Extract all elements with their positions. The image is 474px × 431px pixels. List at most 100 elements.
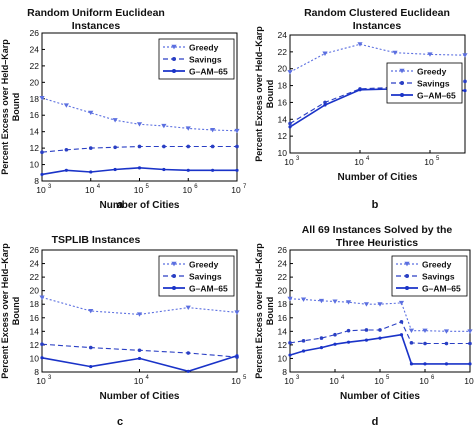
x-tick-label: 10 bbox=[231, 185, 241, 195]
data-point-triangle bbox=[377, 302, 383, 307]
data-point-dot bbox=[468, 341, 472, 346]
legend-marker-triangle bbox=[399, 68, 405, 74]
data-point-dot bbox=[137, 166, 142, 170]
data-point-dot bbox=[319, 336, 324, 340]
data-point-dot bbox=[88, 146, 93, 150]
data-point-dot bbox=[468, 362, 472, 366]
x-tick-label: 10 bbox=[284, 376, 294, 386]
y-tick-label: 18 bbox=[278, 81, 288, 91]
data-point-dot bbox=[323, 103, 327, 107]
data-point-dot bbox=[186, 144, 191, 149]
data-point-dot bbox=[346, 340, 351, 344]
data-point-dot bbox=[211, 168, 215, 172]
y-axis-label: Bound bbox=[265, 80, 275, 109]
x-axis-label: Number of Cities bbox=[99, 200, 179, 211]
y-tick-label: 24 bbox=[278, 30, 288, 40]
y-tick-label: 10 bbox=[30, 353, 40, 363]
chart-title: All 69 Instances Solved by the bbox=[302, 224, 453, 236]
legend-label: Savings bbox=[417, 79, 450, 89]
x-tick-exponent: 3 bbox=[48, 184, 52, 190]
data-point-triangle bbox=[287, 70, 293, 75]
data-point-dot bbox=[40, 342, 44, 347]
data-point-dot bbox=[364, 338, 369, 342]
data-point-triangle bbox=[112, 118, 118, 123]
y-tick-label: 8 bbox=[282, 367, 287, 377]
y-tick-label: 22 bbox=[278, 47, 288, 57]
y-tick-label: 18 bbox=[30, 94, 40, 104]
legend: Greedy Savings G–AM–65 bbox=[158, 38, 235, 80]
y-tick-label: 8 bbox=[34, 176, 39, 186]
x-tick-label: 10 bbox=[424, 157, 434, 167]
x-tick-label: 10 bbox=[231, 376, 241, 386]
series-line-1 bbox=[289, 321, 470, 345]
series-line-2 bbox=[289, 333, 470, 365]
x-tick-exponent: 4 bbox=[366, 156, 370, 162]
data-point-dot bbox=[137, 348, 142, 353]
data-point-dot bbox=[358, 88, 362, 92]
legend-label: Greedy bbox=[189, 260, 219, 270]
x-tick-label: 10 bbox=[354, 157, 364, 167]
y-tick-label: 20 bbox=[278, 286, 288, 296]
series-line-0 bbox=[289, 298, 470, 332]
y-tick-label: 10 bbox=[30, 160, 40, 170]
data-point-dot bbox=[88, 345, 93, 350]
data-point-triangle bbox=[462, 53, 468, 58]
plot-area bbox=[289, 34, 466, 154]
legend-label: G–AM–65 bbox=[189, 284, 228, 294]
x-tick-label: 10 bbox=[85, 185, 95, 195]
data-point-dot bbox=[162, 167, 166, 172]
x-tick-exponent: 3 bbox=[48, 375, 52, 381]
legend: Greedy Savings G–AM–65 bbox=[391, 255, 468, 297]
y-tick-label: 22 bbox=[278, 272, 288, 282]
y-tick-label: 24 bbox=[30, 259, 40, 269]
legend-marker-dot bbox=[172, 274, 176, 278]
data-point-dot bbox=[301, 349, 306, 353]
y-tick-label: 26 bbox=[30, 28, 40, 38]
y-axis-label: Percent Excess over Held–Karp bbox=[254, 243, 264, 379]
series-line-0 bbox=[41, 296, 238, 315]
y-axis-label: Bound bbox=[265, 297, 275, 326]
data-point-triangle bbox=[39, 295, 45, 300]
legend-marker-dot bbox=[405, 274, 409, 278]
data-point-triangle bbox=[88, 110, 94, 116]
data-point-triangle bbox=[136, 122, 143, 127]
data-point-triangle bbox=[185, 126, 191, 131]
data-point-triangle bbox=[408, 328, 415, 334]
data-point-triangle bbox=[345, 300, 352, 305]
y-tick-label: 14 bbox=[30, 127, 40, 137]
data-point-triangle bbox=[318, 298, 325, 304]
legend-label: Savings bbox=[189, 272, 222, 282]
data-point-dot bbox=[64, 168, 68, 172]
x-tick-exponent: 5 bbox=[436, 156, 440, 162]
panel-letter: b bbox=[372, 199, 379, 211]
y-tick-label: 16 bbox=[278, 97, 288, 107]
legend-label: Savings bbox=[189, 55, 222, 65]
legend-label: G–AM–65 bbox=[417, 91, 456, 101]
y-tick-label: 12 bbox=[278, 131, 288, 141]
y-tick-label: 20 bbox=[278, 64, 288, 74]
x-tick-label: 10 bbox=[134, 376, 144, 386]
data-point-triangle bbox=[210, 128, 216, 133]
data-point-dot bbox=[40, 356, 44, 360]
y-tick-label: 14 bbox=[30, 326, 40, 336]
chart-title: Random Clustered Euclidean bbox=[304, 7, 450, 19]
legend: Greedy Savings G–AM–65 bbox=[158, 255, 235, 297]
y-axis-label: Percent Excess over Held–Karp bbox=[254, 26, 264, 162]
y-tick-label: 22 bbox=[30, 61, 40, 71]
y-tick-label: 16 bbox=[30, 110, 40, 120]
x-tick-exponent: 5 bbox=[243, 375, 247, 381]
y-tick-label: 20 bbox=[30, 286, 40, 296]
data-point-triangle bbox=[234, 128, 240, 134]
data-point-dot bbox=[235, 144, 239, 149]
data-point-dot bbox=[333, 342, 337, 346]
legend-label: Savings bbox=[422, 272, 455, 282]
data-point-dot bbox=[423, 362, 427, 366]
data-point-triangle bbox=[161, 123, 167, 129]
data-point-dot bbox=[301, 339, 306, 343]
data-point-dot bbox=[409, 362, 414, 366]
y-tick-label: 22 bbox=[30, 272, 40, 282]
series-line-0 bbox=[289, 43, 466, 73]
x-tick-exponent: 5 bbox=[146, 184, 150, 190]
data-point-dot bbox=[288, 121, 292, 126]
